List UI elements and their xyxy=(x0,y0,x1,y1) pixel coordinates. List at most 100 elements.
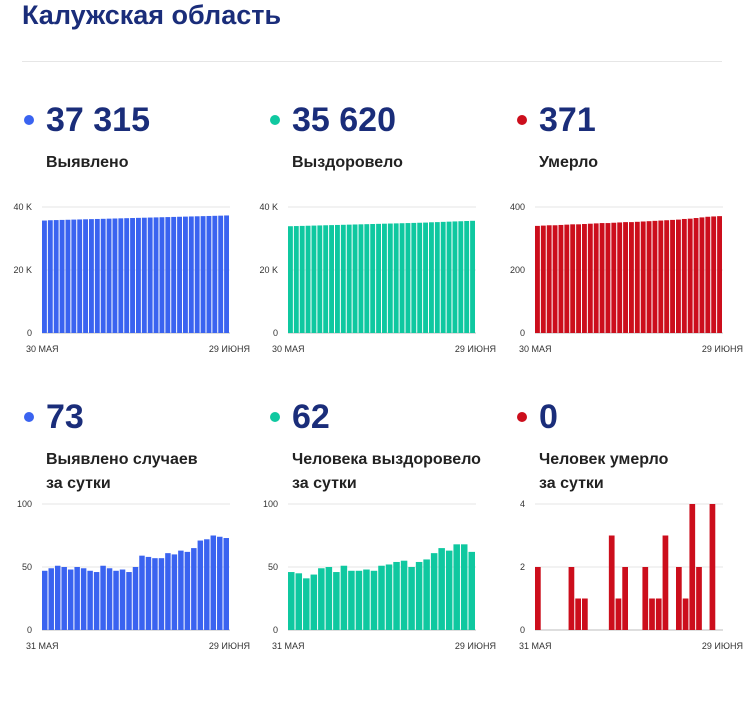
stat-value: 0 xyxy=(539,398,558,436)
y-tick-label: 200 xyxy=(510,265,525,275)
bar xyxy=(364,224,370,333)
stat-label-line: Выздоровело xyxy=(292,154,403,171)
bar xyxy=(535,225,540,333)
bar xyxy=(430,553,438,630)
bar xyxy=(681,218,687,333)
bar xyxy=(622,567,628,630)
bar xyxy=(705,216,711,333)
bar-chart: 0 20 K 40 K 30 МАЯ 29 ИЮНЯ xyxy=(13,202,250,354)
bar xyxy=(224,215,229,333)
bar xyxy=(438,548,445,630)
bar xyxy=(218,215,224,333)
x-tick-label: 29 ИЮНЯ xyxy=(702,344,743,354)
bar xyxy=(65,219,71,333)
bar xyxy=(340,224,346,333)
bar xyxy=(629,222,634,333)
stat-card-detected-daily: 73 Выявлено случаев за сутки 0 50 100 31 МАЯ 29… xyxy=(17,392,262,712)
stat-value: 35 620 xyxy=(292,101,396,139)
stat-label: Умерло xyxy=(539,151,598,175)
bar xyxy=(352,224,358,333)
stat-label: Выявлено xyxy=(46,151,128,175)
bar xyxy=(80,568,87,630)
bar xyxy=(293,226,299,333)
bar xyxy=(682,598,689,630)
bar xyxy=(178,550,184,630)
y-tick-label: 0 xyxy=(520,625,525,635)
bar xyxy=(288,226,293,333)
stat-card-detected: 37 315 Выявлено 0 20 K 40 K 30 МАЯ 29 ИЮНЯ xyxy=(13,95,262,415)
bar xyxy=(608,535,615,630)
bar xyxy=(165,217,171,333)
bar xyxy=(640,221,646,333)
bar xyxy=(89,219,94,333)
bar xyxy=(376,223,381,333)
x-tick-label: 30 МАЯ xyxy=(272,344,305,354)
bar xyxy=(346,224,352,333)
bar xyxy=(408,567,415,630)
bar xyxy=(177,216,182,333)
bar xyxy=(711,216,717,333)
bar xyxy=(204,539,210,630)
bar xyxy=(709,504,716,630)
bar xyxy=(658,220,664,333)
bar xyxy=(223,538,229,630)
bar xyxy=(623,222,628,333)
bar xyxy=(171,554,178,630)
bar xyxy=(617,222,623,333)
bar xyxy=(217,536,223,630)
bar xyxy=(696,567,702,630)
y-tick-label: 0 xyxy=(27,625,32,635)
bar xyxy=(48,568,54,630)
bar xyxy=(399,223,405,333)
bar xyxy=(393,223,399,333)
bar xyxy=(145,556,152,630)
bar xyxy=(605,223,611,333)
bar xyxy=(535,567,541,630)
bar xyxy=(687,218,693,333)
stat-label-line: Выявлено xyxy=(46,154,129,171)
stat-label: Человека выздоровело за сутки xyxy=(292,448,481,496)
bar xyxy=(689,504,696,630)
y-tick-label: 50 xyxy=(268,562,278,572)
bar xyxy=(295,573,303,630)
y-tick-label: 100 xyxy=(263,499,278,509)
x-tick-label: 31 МАЯ xyxy=(272,641,305,651)
x-tick-label: 31 МАЯ xyxy=(519,641,552,651)
bar xyxy=(662,535,669,630)
stat-label-line: за сутки xyxy=(46,475,111,492)
bar xyxy=(130,218,135,333)
stat-card-died: 371 Умерло 0 200 400 30 МАЯ 29 ИЮНЯ xyxy=(510,95,753,415)
bar xyxy=(113,570,119,630)
bar xyxy=(587,223,593,333)
bar xyxy=(415,561,423,630)
bar xyxy=(335,224,340,333)
y-tick-label: 400 xyxy=(510,202,525,212)
bar xyxy=(318,568,325,630)
stat-card-died-daily: 0 Человек умерло за сутки 0 2 4 31 МАЯ 29 ИЮНЯ xyxy=(515,392,753,712)
bar xyxy=(676,567,682,630)
bar xyxy=(676,219,681,333)
bar xyxy=(136,217,141,333)
bar xyxy=(348,570,355,630)
x-tick-label: 29 ИЮНЯ xyxy=(209,344,250,354)
bar xyxy=(159,217,165,333)
bar xyxy=(417,222,423,333)
bar xyxy=(119,569,126,630)
bar xyxy=(405,223,411,333)
bar xyxy=(147,217,153,333)
bar xyxy=(54,565,61,630)
bar xyxy=(106,568,113,630)
bar xyxy=(171,216,177,333)
bar xyxy=(611,222,617,333)
bar xyxy=(93,572,100,630)
y-tick-label: 2 xyxy=(520,562,525,572)
bar-chart: 0 200 400 30 МАЯ 29 ИЮНЯ xyxy=(510,202,743,354)
bar xyxy=(693,218,699,333)
bar xyxy=(558,224,564,333)
bar xyxy=(576,224,581,333)
bar-chart: 0 50 100 31 МАЯ 29 ИЮНЯ xyxy=(263,499,496,651)
bar xyxy=(370,570,378,630)
page-title: Калужская область xyxy=(22,0,282,30)
bar xyxy=(310,574,318,630)
x-tick-label: 30 МАЯ xyxy=(519,344,552,354)
